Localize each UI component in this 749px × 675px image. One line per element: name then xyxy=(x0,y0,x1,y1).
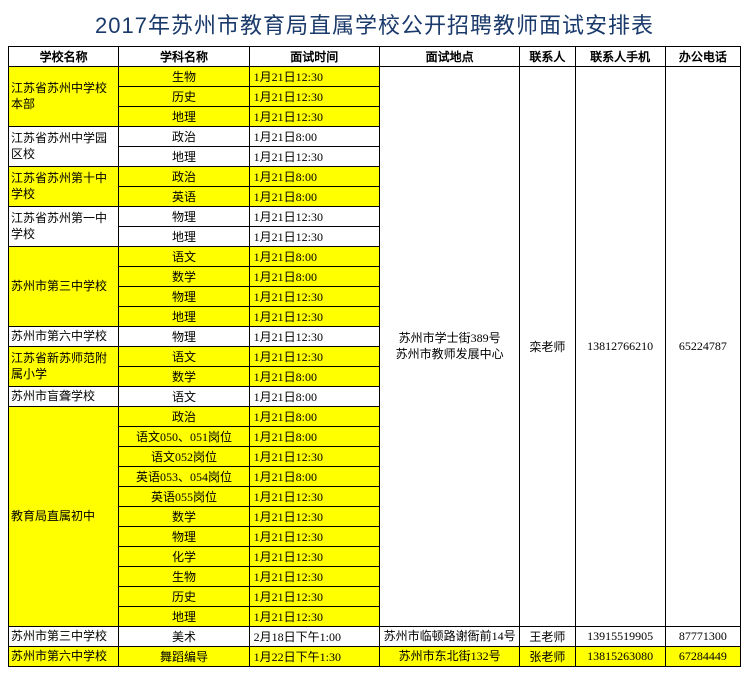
subject-cell: 物理 xyxy=(119,527,249,547)
subject-cell: 历史 xyxy=(119,587,249,607)
time-cell: 1月21日12:30 xyxy=(249,147,379,167)
table-row: 江苏省苏州中学校本部生物1月21日12:30苏州市学士街389号苏州市教师发展中… xyxy=(9,67,741,87)
time-cell: 1月21日8:00 xyxy=(249,467,379,487)
school-cell: 教育局直属初中 xyxy=(9,407,119,627)
subject-cell: 生物 xyxy=(119,67,249,87)
header-time: 面试时间 xyxy=(249,47,379,67)
school-cell: 苏州市第六中学校 xyxy=(9,327,119,347)
office-cell: 67284449 xyxy=(665,647,740,667)
table-row: 苏州市第六中学校舞蹈编导1月22日下午1:30苏州市东北街132号张老师1381… xyxy=(9,647,741,667)
school-cell: 江苏省苏州第十中学校 xyxy=(9,167,119,207)
schedule-table: 学校名称 学科名称 面试时间 面试地点 联系人 联系人手机 办公电话 江苏省苏州… xyxy=(8,46,741,667)
time-cell: 1月21日12:30 xyxy=(249,207,379,227)
office-cell: 87771300 xyxy=(665,627,740,647)
time-cell: 1月21日8:00 xyxy=(249,167,379,187)
time-cell: 1月21日12:30 xyxy=(249,607,379,627)
table-row: 苏州市第三中学校美术2月18日下午1:00苏州市临顿路谢衙前14号王老师1391… xyxy=(9,627,741,647)
header-location: 面试地点 xyxy=(379,47,519,67)
time-cell: 1月21日8:00 xyxy=(249,407,379,427)
location-cell: 苏州市学士街389号苏州市教师发展中心 xyxy=(379,67,519,627)
location-cell: 苏州市临顿路谢衙前14号 xyxy=(379,627,519,647)
subject-cell: 政治 xyxy=(119,407,249,427)
contact-cell: 王老师 xyxy=(520,627,575,647)
subject-cell: 物理 xyxy=(119,207,249,227)
subject-cell: 地理 xyxy=(119,107,249,127)
school-cell: 苏州市盲聋学校 xyxy=(9,387,119,407)
subject-cell: 物理 xyxy=(119,287,249,307)
subject-cell: 政治 xyxy=(119,127,249,147)
time-cell: 1月21日12:30 xyxy=(249,527,379,547)
subject-cell: 数学 xyxy=(119,367,249,387)
subject-cell: 英语 xyxy=(119,187,249,207)
subject-cell: 英语053、054岗位 xyxy=(119,467,249,487)
school-cell: 苏州市第六中学校 xyxy=(9,647,119,667)
school-cell: 苏州市第三中学校 xyxy=(9,247,119,327)
time-cell: 1月21日8:00 xyxy=(249,247,379,267)
subject-cell: 地理 xyxy=(119,307,249,327)
subject-cell: 地理 xyxy=(119,227,249,247)
school-cell: 江苏省新苏师范附属小学 xyxy=(9,347,119,387)
time-cell: 1月21日8:00 xyxy=(249,367,379,387)
subject-cell: 物理 xyxy=(119,327,249,347)
subject-cell: 生物 xyxy=(119,567,249,587)
header-office: 办公电话 xyxy=(665,47,740,67)
subject-cell: 数学 xyxy=(119,267,249,287)
header-subject: 学科名称 xyxy=(119,47,249,67)
subject-cell: 英语055岗位 xyxy=(119,487,249,507)
subject-cell: 地理 xyxy=(119,607,249,627)
office-cell: 65224787 xyxy=(665,67,740,627)
subject-cell: 政治 xyxy=(119,167,249,187)
header-phone: 联系人手机 xyxy=(575,47,665,67)
page-title: 2017年苏州市教育局直属学校公开招聘教师面试安排表 xyxy=(8,8,741,40)
subject-cell: 地理 xyxy=(119,147,249,167)
subject-cell: 语文 xyxy=(119,247,249,267)
subject-cell: 语文 xyxy=(119,387,249,407)
time-cell: 1月21日12:30 xyxy=(249,327,379,347)
contact-cell: 栾老师 xyxy=(520,67,575,627)
time-cell: 1月21日12:30 xyxy=(249,287,379,307)
time-cell: 1月21日8:00 xyxy=(249,427,379,447)
subject-cell: 语文052岗位 xyxy=(119,447,249,467)
school-cell: 江苏省苏州第一中学校 xyxy=(9,207,119,247)
header-row: 学校名称 学科名称 面试时间 面试地点 联系人 联系人手机 办公电话 xyxy=(9,47,741,67)
school-cell: 苏州市第三中学校 xyxy=(9,627,119,647)
subject-cell: 舞蹈编导 xyxy=(119,647,249,667)
time-cell: 1月21日12:30 xyxy=(249,107,379,127)
subject-cell: 历史 xyxy=(119,87,249,107)
time-cell: 1月21日8:00 xyxy=(249,127,379,147)
time-cell: 1月21日12:30 xyxy=(249,487,379,507)
location-cell: 苏州市东北街132号 xyxy=(379,647,519,667)
time-cell: 1月21日12:30 xyxy=(249,67,379,87)
time-cell: 2月18日下午1:00 xyxy=(249,627,379,647)
time-cell: 1月21日12:30 xyxy=(249,87,379,107)
school-cell: 江苏省苏州中学园区校 xyxy=(9,127,119,167)
time-cell: 1月21日12:30 xyxy=(249,347,379,367)
time-cell: 1月21日12:30 xyxy=(249,307,379,327)
time-cell: 1月21日12:30 xyxy=(249,227,379,247)
subject-cell: 数学 xyxy=(119,507,249,527)
time-cell: 1月21日8:00 xyxy=(249,267,379,287)
phone-cell: 13812766210 xyxy=(575,67,665,627)
phone-cell: 13915519905 xyxy=(575,627,665,647)
time-cell: 1月21日12:30 xyxy=(249,507,379,527)
school-cell: 江苏省苏州中学校本部 xyxy=(9,67,119,127)
subject-cell: 语文050、051岗位 xyxy=(119,427,249,447)
phone-cell: 13815263080 xyxy=(575,647,665,667)
contact-cell: 张老师 xyxy=(520,647,575,667)
time-cell: 1月21日8:00 xyxy=(249,187,379,207)
header-contact: 联系人 xyxy=(520,47,575,67)
header-school: 学校名称 xyxy=(9,47,119,67)
time-cell: 1月21日8:00 xyxy=(249,387,379,407)
subject-cell: 语文 xyxy=(119,347,249,367)
subject-cell: 美术 xyxy=(119,627,249,647)
time-cell: 1月21日12:30 xyxy=(249,587,379,607)
time-cell: 1月22日下午1:30 xyxy=(249,647,379,667)
time-cell: 1月21日12:30 xyxy=(249,447,379,467)
time-cell: 1月21日12:30 xyxy=(249,567,379,587)
